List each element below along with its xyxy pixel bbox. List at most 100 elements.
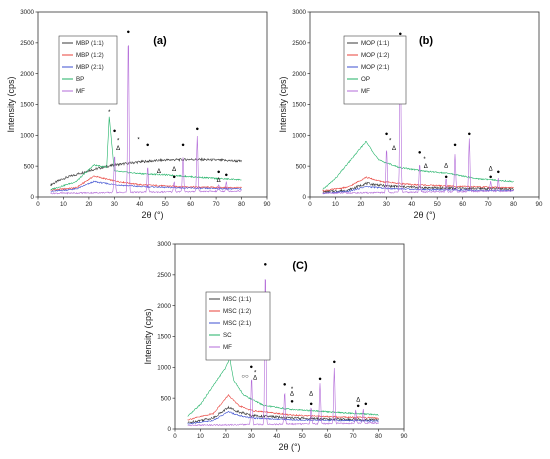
- peak-marker: ●: [309, 402, 313, 408]
- x-tick-label: 50: [434, 201, 441, 208]
- peak-marker: ●: [385, 131, 389, 137]
- peak-marker: ●: [444, 175, 448, 181]
- peak-marker: Δ: [217, 178, 221, 184]
- panel-label: (b): [419, 35, 433, 47]
- y-tick-label: 2000: [157, 303, 171, 310]
- y-tick-label: 500: [161, 395, 172, 402]
- legend-entry: BP: [76, 76, 84, 83]
- x-tick-label: 50: [162, 201, 169, 208]
- peak-marker: Δ: [116, 146, 120, 152]
- peak-marker: ●: [418, 150, 422, 156]
- peak-marker: ●: [172, 175, 176, 181]
- peak-marker: ●: [453, 142, 457, 148]
- peak-marker: *: [254, 371, 257, 377]
- series-line-5: [187, 279, 379, 427]
- legend-entry: MSC (2:1): [223, 320, 251, 327]
- peak-marker: ●: [356, 403, 360, 409]
- y-tick-label: 1500: [20, 102, 34, 109]
- peak-marker: ●: [399, 31, 403, 37]
- y-tick-label: 2500: [292, 40, 306, 47]
- series-line-5: [322, 49, 514, 195]
- peak-marker: ●: [224, 173, 228, 179]
- y-tick-label: 2500: [157, 272, 171, 279]
- y-tick-label: 0: [31, 194, 35, 201]
- y-axis-label: Intensity (cps): [278, 76, 288, 132]
- peak-marker: ●: [283, 382, 287, 388]
- peak-marker: ●: [467, 131, 471, 137]
- peak-marker: ●: [496, 170, 500, 176]
- peak-marker: ●: [146, 142, 150, 148]
- x-tick-label: 70: [485, 201, 492, 208]
- y-tick-label: 2000: [292, 71, 306, 78]
- x-tick-label: 30: [383, 201, 390, 208]
- series-line-4: [187, 358, 379, 417]
- panel-label: (a): [153, 35, 167, 47]
- peak-marker: Δ: [444, 163, 448, 169]
- peak-marker: ●: [332, 360, 336, 366]
- series-line-2: [50, 175, 242, 191]
- y-axis-label: Intensity (cps): [6, 76, 16, 132]
- y-tick-label: 3000: [20, 9, 34, 16]
- peak-marker: *: [423, 157, 426, 163]
- legend-entry: MSC (1:1): [223, 296, 251, 303]
- x-tick-label: 10: [197, 433, 204, 440]
- xrd-panel-1: 0 10 20 30 40 50 60 70 80 90 0 500 1000 1500 2000 2500 3…: [6, 9, 271, 220]
- y-tick-label: 1500: [292, 102, 306, 109]
- series-line-2: [322, 176, 514, 192]
- legend-entry: MSC (1:2): [223, 308, 251, 315]
- legend-entry: MBP (2:1): [76, 64, 104, 71]
- peak-marker: Δ: [356, 397, 360, 403]
- legend-box: [58, 35, 118, 105]
- x-tick-label: 60: [459, 201, 466, 208]
- xrd-panel-2: 0 10 20 30 40 50 60 70 80 90 0 500 1000 1500 2000 2500 3…: [278, 9, 543, 220]
- legend-entry: MF: [361, 88, 370, 95]
- x-tick-label: 80: [375, 433, 382, 440]
- x-tick-label: 10: [60, 201, 67, 208]
- peak-marker: ●: [181, 142, 185, 148]
- panel-label: (C): [292, 260, 308, 272]
- x-tick-label: 70: [213, 201, 220, 208]
- series-line-4: [50, 116, 242, 191]
- legend-box: [343, 35, 407, 105]
- legend-entry: MOP (1:2): [361, 52, 389, 59]
- peak-marker: Δ: [157, 169, 161, 175]
- peak-marker: Δ: [424, 164, 428, 170]
- y-tick-label: 1000: [292, 133, 306, 140]
- y-tick-label: 1500: [157, 334, 171, 341]
- peak-marker: ●: [318, 376, 322, 382]
- x-tick-label: 30: [248, 433, 255, 440]
- peak-marker: *: [137, 138, 140, 144]
- peak-marker: ●: [264, 262, 268, 268]
- peak-marker: ●: [290, 399, 294, 405]
- x-tick-label: 50: [299, 433, 306, 440]
- x-tick-label: 10: [332, 201, 339, 208]
- y-tick-label: 1000: [20, 133, 34, 140]
- x-tick-label: 90: [536, 201, 543, 208]
- x-tick-label: 80: [510, 201, 517, 208]
- y-tick-label: 500: [296, 163, 307, 170]
- x-axis-label: 2θ (°): [141, 210, 163, 220]
- series-line-5: [50, 44, 242, 195]
- peak-marker: Δ: [489, 166, 493, 172]
- series-line-2: [187, 394, 379, 421]
- legend-entry: OP: [361, 76, 370, 83]
- x-tick-label: 40: [136, 201, 143, 208]
- peak-marker: ●: [113, 128, 117, 134]
- legend-entry: MF: [76, 88, 85, 95]
- x-tick-label: 0: [36, 201, 40, 208]
- legend-entry: MOP (1:1): [361, 40, 389, 47]
- x-tick-label: 20: [85, 201, 92, 208]
- peak-marker: Δ: [290, 392, 294, 398]
- legend-box: [205, 291, 271, 361]
- legend-entry: SC: [223, 332, 232, 339]
- x-tick-label: 40: [273, 433, 280, 440]
- legend-entry: MBP (1:2): [76, 52, 104, 59]
- x-tick-label: 30: [111, 201, 118, 208]
- x-tick-label: 90: [264, 201, 271, 208]
- series-line-4: [322, 140, 514, 190]
- y-tick-label: 3000: [292, 9, 306, 16]
- peak-marker: ●: [127, 30, 131, 36]
- legend-entry: MF: [223, 344, 232, 351]
- peak-marker: ○○: [241, 374, 249, 380]
